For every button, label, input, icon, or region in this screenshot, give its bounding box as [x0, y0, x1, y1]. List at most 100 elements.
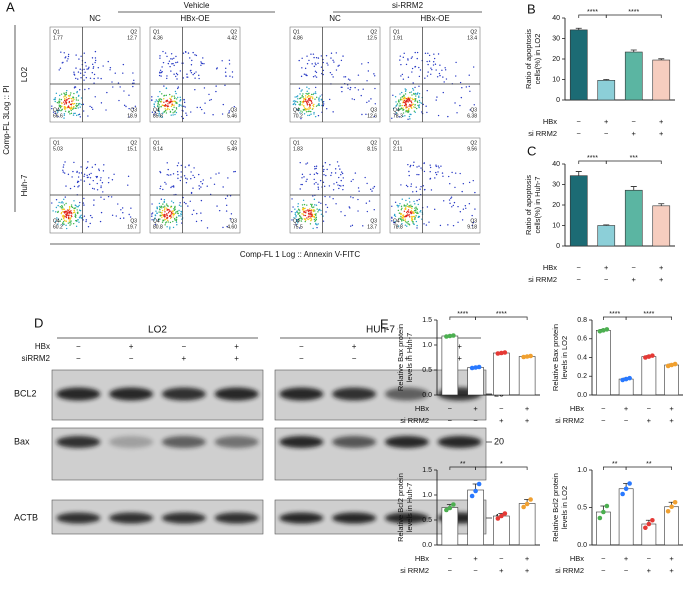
- blot-band: [214, 387, 259, 401]
- event-dot: [310, 96, 312, 98]
- event-dot: [404, 115, 406, 117]
- event-dot: [133, 79, 135, 82]
- event-dot: [437, 165, 439, 167]
- event-dot: [164, 181, 166, 184]
- event-dot: [332, 76, 334, 78]
- event-dot: [294, 212, 297, 214]
- event-dot: [297, 203, 299, 205]
- event-dot: [310, 113, 312, 115]
- event-dot: [159, 187, 161, 190]
- condition-label: si RRM2: [555, 416, 584, 425]
- event-dot: [318, 209, 320, 212]
- significance-label: ****: [496, 311, 507, 318]
- event-dot: [87, 225, 90, 228]
- event-dot: [63, 103, 66, 105]
- quadrant-value: 5.49: [227, 146, 237, 152]
- data-point: [469, 365, 475, 371]
- event-dot: [72, 212, 75, 214]
- event-dot: [395, 112, 398, 114]
- condition-sign: +: [632, 129, 637, 138]
- event-dot: [165, 112, 168, 114]
- event-dot: [323, 185, 326, 188]
- event-dot: [431, 68, 433, 71]
- event-dot: [173, 100, 175, 102]
- event-dot: [158, 112, 160, 115]
- event-dot: [60, 202, 62, 204]
- event-dot: [297, 205, 299, 208]
- condition-sign: −: [647, 404, 652, 413]
- event-dot: [167, 205, 169, 207]
- event-dot: [396, 103, 399, 105]
- event-dot: [408, 170, 410, 173]
- event-dot: [88, 173, 91, 176]
- event-dot: [157, 95, 159, 98]
- event-dot: [423, 223, 425, 225]
- event-dot: [367, 61, 369, 64]
- event-dot: [168, 102, 171, 104]
- condition-sign: +: [647, 566, 652, 575]
- bar: [441, 507, 459, 546]
- event-dot: [75, 99, 78, 101]
- event-dot: [349, 86, 352, 89]
- condition-sign: −: [448, 404, 453, 413]
- event-dot: [416, 208, 418, 211]
- event-dot: [296, 222, 299, 224]
- event-dot: [97, 77, 99, 79]
- event-dot: [414, 86, 416, 89]
- event-dot: [127, 175, 130, 178]
- event-dot: [100, 185, 102, 187]
- event-dot: [402, 112, 405, 114]
- event-dot: [435, 171, 437, 174]
- condition-label: HBx: [570, 554, 584, 563]
- event-dot: [402, 115, 404, 118]
- y-tick-label: 0.0: [577, 542, 587, 549]
- event-dot: [418, 75, 421, 78]
- condition-sign: +: [669, 554, 674, 563]
- event-dot: [88, 88, 90, 90]
- quadrant-value: 19.7: [127, 224, 137, 230]
- event-dot: [410, 91, 413, 93]
- event-dot: [77, 180, 79, 183]
- event-dot: [316, 208, 318, 210]
- y-tick-label: 1.5: [422, 467, 432, 474]
- data-point: [473, 488, 478, 494]
- event-dot: [297, 218, 299, 221]
- quadrant-name: Q3: [470, 218, 477, 224]
- event-dot: [317, 188, 320, 190]
- event-dot: [155, 99, 158, 101]
- event-dot: [213, 183, 216, 185]
- event-dot: [413, 215, 416, 218]
- event-dot: [69, 113, 71, 115]
- event-dot: [373, 209, 375, 211]
- event-dot: [302, 96, 305, 98]
- event-dot: [177, 177, 179, 180]
- event-dot: [454, 186, 456, 189]
- event-dot: [169, 226, 171, 228]
- event-dot: [162, 206, 165, 208]
- data-point: [604, 327, 610, 332]
- event-dot: [408, 213, 410, 216]
- event-dot: [55, 206, 58, 209]
- event-dot: [311, 97, 314, 100]
- event-dot: [79, 201, 81, 204]
- event-dot: [128, 213, 130, 216]
- event-dot: [166, 104, 168, 107]
- event-dot: [80, 172, 83, 174]
- event-dot: [456, 112, 458, 114]
- condition-label: HBx: [570, 404, 584, 413]
- event-dot: [60, 207, 63, 209]
- quadrant-value: 78.3: [393, 113, 403, 119]
- event-dot: [77, 176, 80, 178]
- event-dot: [105, 109, 107, 111]
- event-dot: [91, 57, 94, 59]
- event-dot: [326, 62, 328, 64]
- event-dot: [70, 204, 73, 206]
- event-dot: [192, 187, 194, 189]
- event-dot: [175, 221, 178, 223]
- event-dot: [174, 212, 177, 214]
- event-dot: [441, 69, 443, 71]
- quadrant-value: 80.8: [153, 224, 163, 230]
- event-dot: [168, 93, 171, 96]
- event-dot: [373, 185, 376, 188]
- event-dot: [314, 91, 317, 93]
